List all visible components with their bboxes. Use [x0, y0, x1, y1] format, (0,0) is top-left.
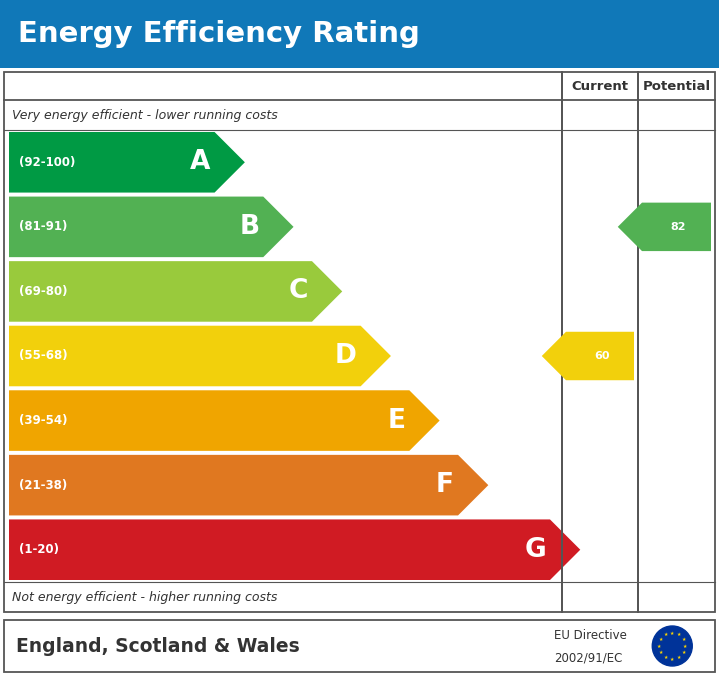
- Text: ★: ★: [657, 644, 661, 648]
- Text: F: F: [436, 472, 454, 498]
- Text: 60: 60: [594, 351, 610, 361]
- Bar: [4, 72, 715, 612]
- Text: C: C: [288, 279, 308, 304]
- Text: (92-100): (92-100): [19, 155, 75, 169]
- Text: 82: 82: [671, 222, 686, 232]
- Text: Not energy efficient - higher running costs: Not energy efficient - higher running co…: [12, 591, 278, 604]
- Polygon shape: [9, 197, 293, 257]
- Polygon shape: [9, 519, 580, 580]
- Text: ★: ★: [670, 656, 674, 662]
- Polygon shape: [9, 455, 488, 515]
- Text: Current: Current: [572, 80, 628, 93]
- Text: E: E: [388, 408, 406, 433]
- Text: D: D: [335, 343, 357, 369]
- Polygon shape: [9, 326, 391, 386]
- Text: Energy Efficiency Rating: Energy Efficiency Rating: [18, 20, 420, 48]
- Polygon shape: [9, 261, 342, 322]
- Text: Potential: Potential: [643, 80, 710, 93]
- Text: (39-54): (39-54): [19, 414, 68, 427]
- Text: ★: ★: [670, 631, 674, 635]
- Text: Very energy efficient - lower running costs: Very energy efficient - lower running co…: [12, 109, 278, 122]
- Bar: [0, 0, 719, 68]
- Text: (55-68): (55-68): [19, 349, 68, 362]
- Text: ★: ★: [682, 637, 686, 642]
- Text: ★: ★: [659, 650, 663, 655]
- Text: ★: ★: [659, 637, 663, 642]
- Text: A: A: [191, 149, 211, 175]
- Text: England, Scotland & Wales: England, Scotland & Wales: [16, 637, 300, 656]
- Text: ★: ★: [683, 644, 687, 648]
- Bar: [4, 620, 715, 672]
- Polygon shape: [9, 390, 439, 451]
- Text: (21-38): (21-38): [19, 479, 68, 491]
- Text: B: B: [239, 214, 260, 240]
- Text: (81-91): (81-91): [19, 220, 68, 233]
- Polygon shape: [618, 203, 711, 251]
- Polygon shape: [542, 332, 634, 380]
- Text: ★: ★: [682, 650, 686, 655]
- Text: ★: ★: [664, 632, 668, 637]
- Circle shape: [652, 626, 692, 666]
- Polygon shape: [9, 132, 245, 193]
- Text: 2002/91/EC: 2002/91/EC: [554, 652, 622, 665]
- Bar: [0, 616, 719, 676]
- Text: ★: ★: [677, 632, 681, 637]
- Text: (1-20): (1-20): [19, 544, 59, 556]
- Text: EU Directive: EU Directive: [554, 629, 626, 642]
- Text: G: G: [524, 537, 546, 562]
- Text: ★: ★: [677, 655, 681, 660]
- Text: (69-80): (69-80): [19, 285, 68, 298]
- Text: ★: ★: [664, 655, 668, 660]
